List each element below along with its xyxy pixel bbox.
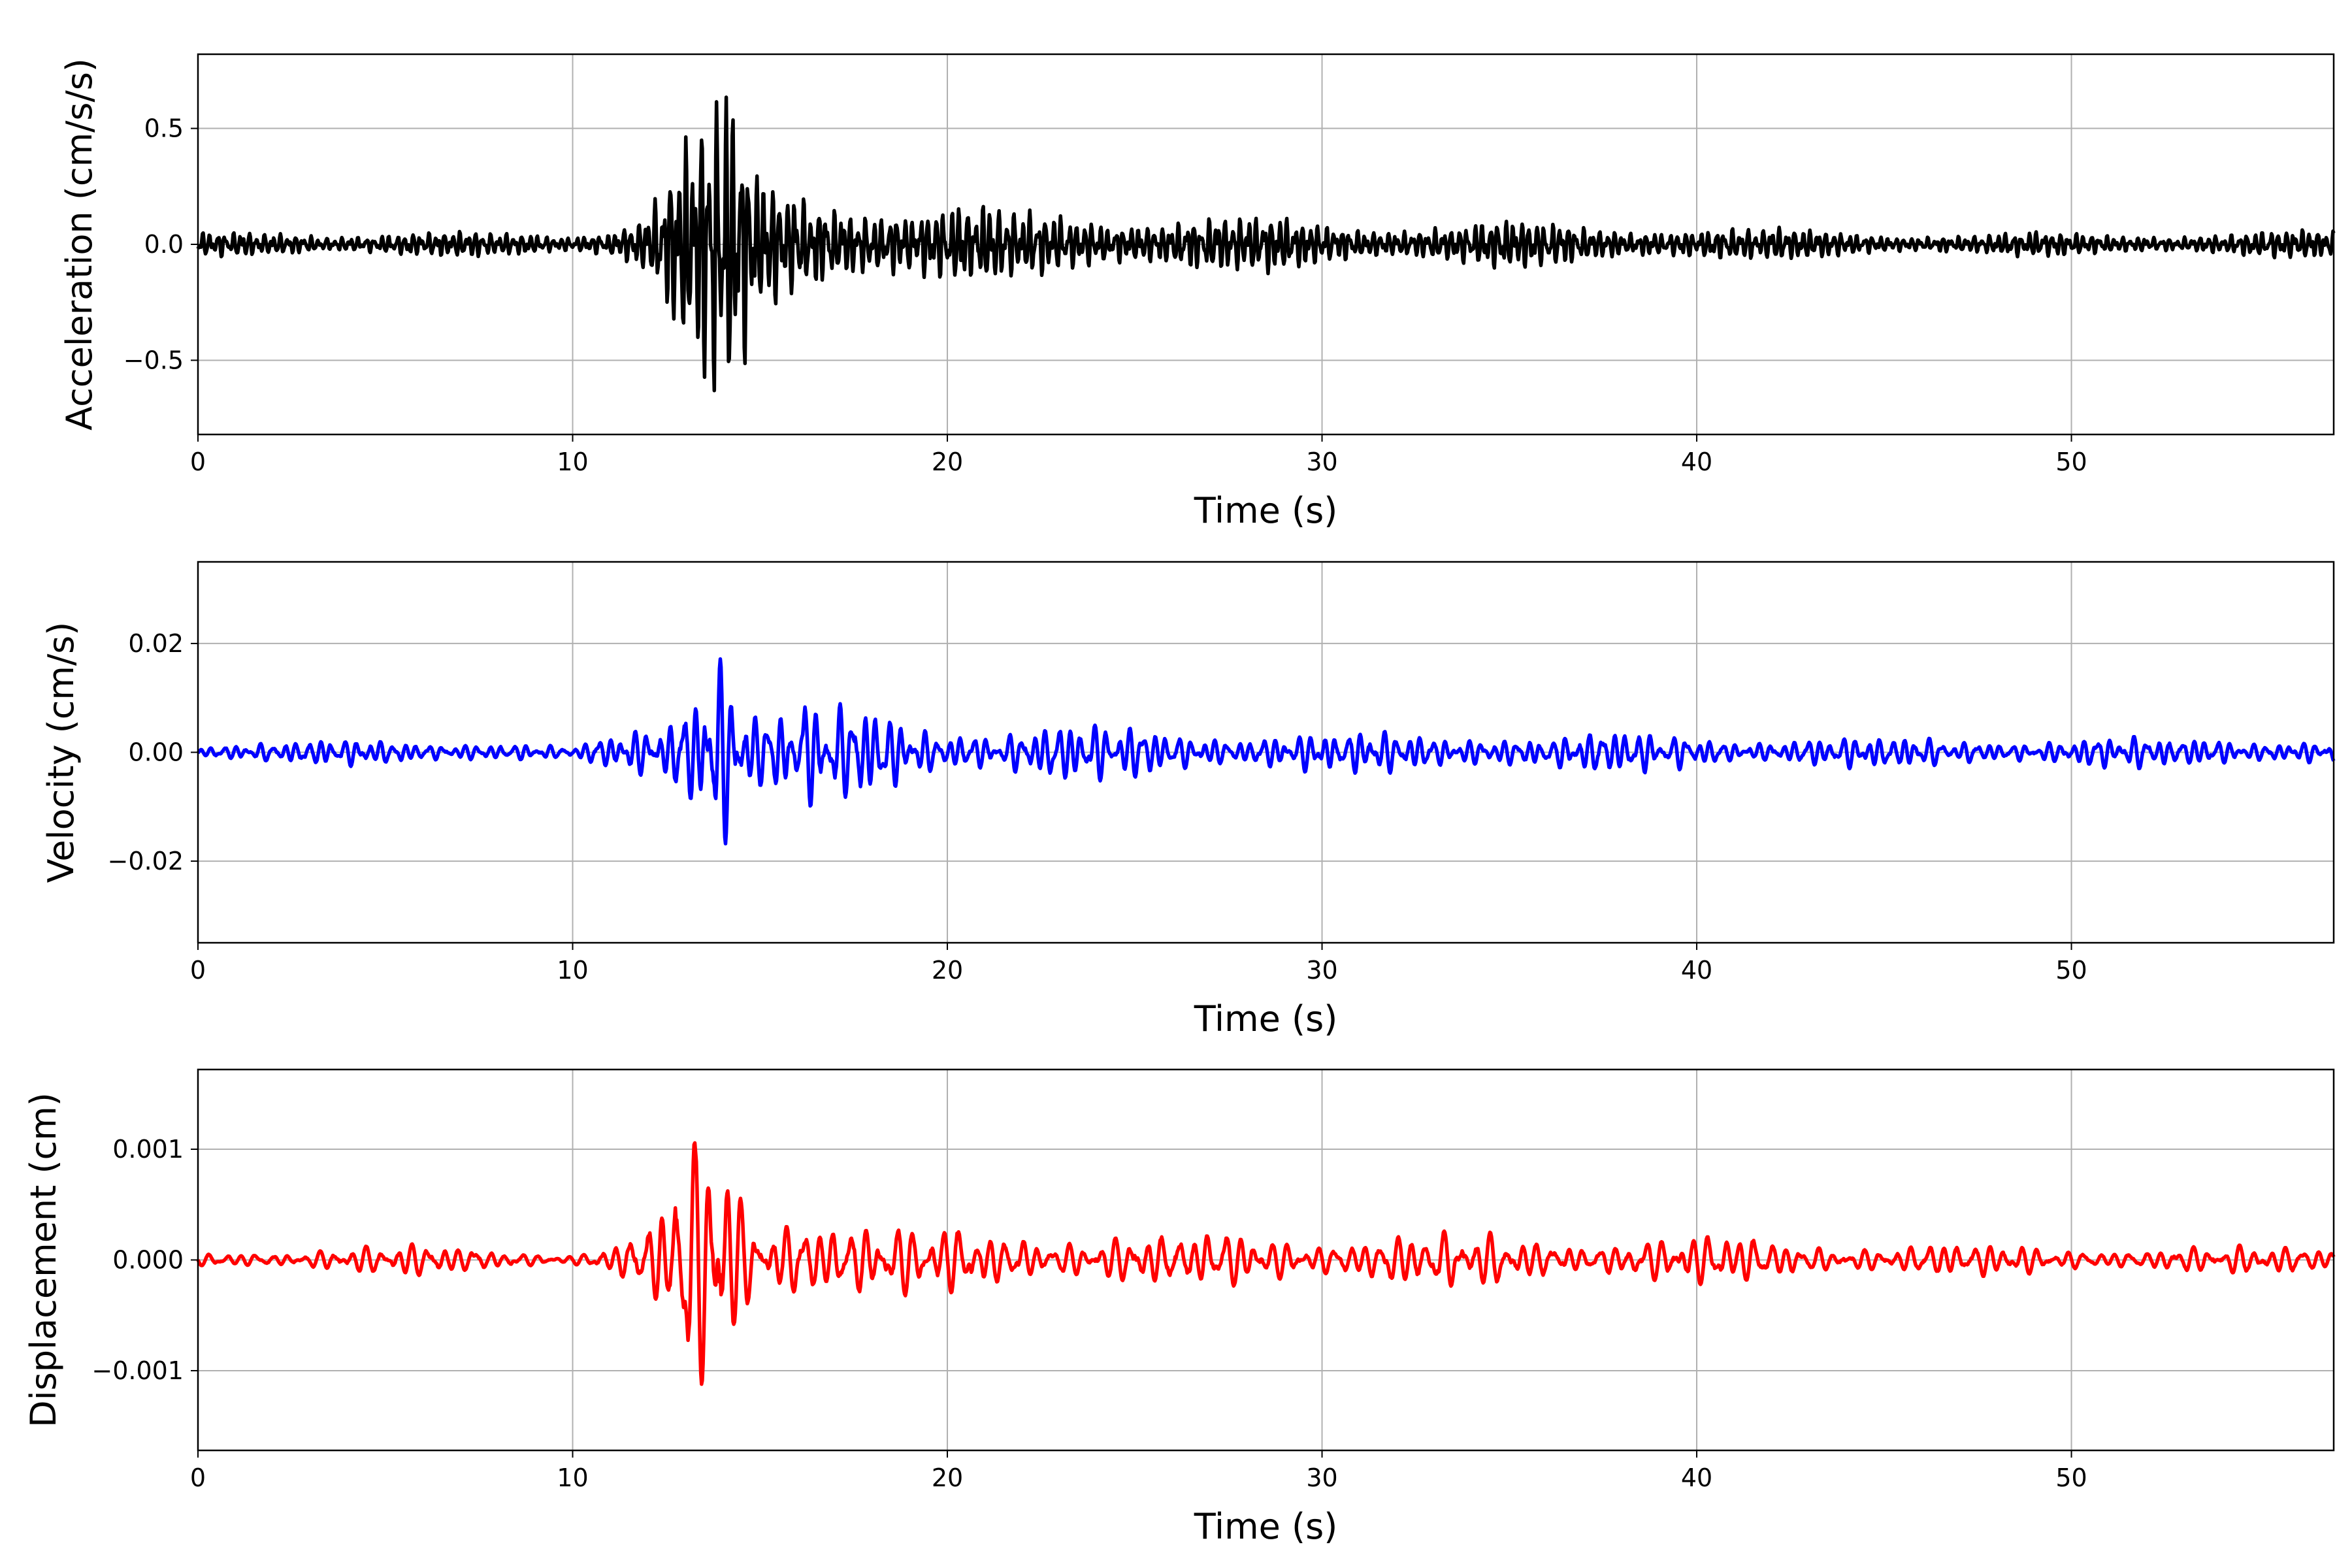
acceleration-panel: 0 10 20 30 40 50 −0.5 0.0 0.5 Time (s) Accelera… [59,53,2336,531]
acceleration-trace [196,95,2336,393]
displacement-y-axis-label: Displacement (cm) [23,1092,64,1428]
displacement-x-tick-label-0: 0 [190,1463,206,1492]
displacement-y-tick-label-2: 0.001 [112,1135,184,1164]
velocity-y-tick-label-0: −0.02 [108,847,184,875]
displacement-y-tick-label-0: −0.001 [91,1356,184,1385]
acceleration-y-axis-label: Acceleration (cm/s/s) [59,58,100,431]
acceleration-x-tick-label-2: 20 [932,448,963,476]
displacement-x-axis-label: Time (s) [1194,1506,1338,1547]
acceleration-y-ticks: −0.5 0.0 0.5 [123,114,198,374]
displacement-x-tick-label-3: 30 [1306,1463,1337,1492]
velocity-y-axis-label: Velocity (cm/s) [41,622,82,883]
displacement-y-tick-label-1: 0.000 [112,1246,184,1275]
velocity-x-tick-label-1: 10 [557,956,588,985]
acceleration-y-tick-label-2: 0.5 [144,114,184,143]
velocity-panel: 0 10 20 30 40 50 −0.02 0.00 0.02 Time (s) Veloc… [41,561,2336,1039]
acceleration-y-tick-label-0: −0.5 [123,346,184,374]
displacement-panel: 0 10 20 30 40 50 −0.001 0.000 0.001 Time (s) Di… [23,1068,2336,1547]
velocity-y-ticks: −0.02 0.00 0.02 [108,629,198,875]
displacement-x-tick-label-4: 40 [1681,1463,1712,1492]
velocity-x-axis-label: Time (s) [1194,998,1338,1039]
velocity-y-tick-label-1: 0.00 [128,738,184,767]
acceleration-x-ticks: 0 10 20 30 40 50 [190,434,2087,476]
displacement-x-tick-label-2: 20 [932,1463,963,1492]
displacement-x-ticks: 0 10 20 30 40 50 [190,1450,2087,1492]
velocity-trace [196,657,2336,846]
acceleration-x-axis-label: Time (s) [1194,490,1338,531]
velocity-y-tick-label-2: 0.02 [128,629,184,658]
velocity-x-tick-label-4: 40 [1681,956,1712,985]
acceleration-x-tick-label-3: 30 [1306,448,1337,476]
acceleration-x-tick-label-0: 0 [190,448,206,476]
velocity-x-ticks: 0 10 20 30 40 50 [190,943,2087,985]
acceleration-x-tick-label-5: 50 [2055,448,2087,476]
velocity-x-tick-label-0: 0 [190,956,206,985]
acceleration-x-tick-label-4: 40 [1681,448,1712,476]
acceleration-x-tick-label-1: 10 [557,448,588,476]
displacement-trace [196,1141,2336,1386]
acceleration-y-tick-label-1: 0.0 [144,230,184,259]
velocity-x-tick-label-5: 50 [2055,956,2087,985]
displacement-y-ticks: −0.001 0.000 0.001 [91,1135,198,1385]
velocity-x-tick-label-2: 20 [932,956,963,985]
displacement-x-tick-label-1: 10 [557,1463,588,1492]
displacement-x-tick-label-5: 50 [2055,1463,2087,1492]
velocity-x-tick-label-3: 30 [1306,956,1337,985]
